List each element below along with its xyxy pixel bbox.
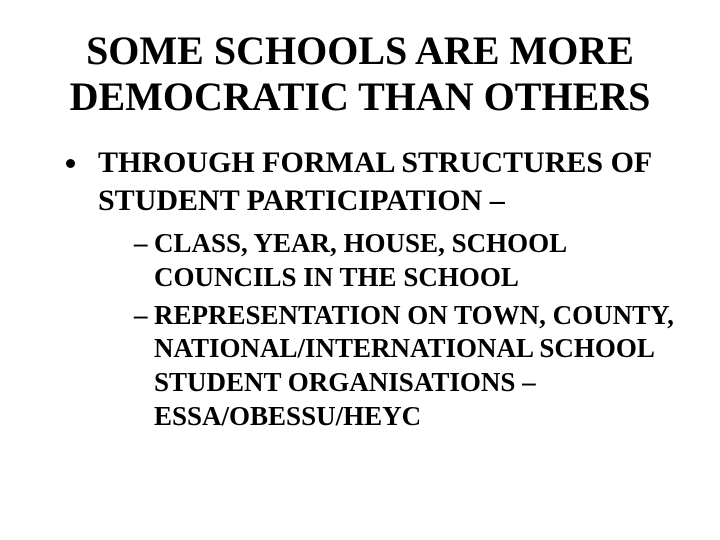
list-item: CLASS, YEAR, HOUSE, SCHOOL COUNCILS IN T… [134,227,680,295]
sub-bullet-text: CLASS, YEAR, HOUSE, SCHOOL COUNCILS IN T… [154,228,566,292]
bullet-text: THROUGH FORMAL STRUCTURES OF STUDENT PAR… [98,146,651,217]
list-item: THROUGH FORMAL STRUCTURES OF STUDENT PAR… [90,144,680,434]
bullet-list-level2: CLASS, YEAR, HOUSE, SCHOOL COUNCILS IN T… [98,227,680,434]
slide-title: SOME SCHOOLS ARE MORE DEMOCRATIC THAN OT… [40,28,680,120]
slide: SOME SCHOOLS ARE MORE DEMOCRATIC THAN OT… [0,0,720,540]
bullet-list-level1: THROUGH FORMAL STRUCTURES OF STUDENT PAR… [40,144,680,434]
list-item: REPRESENTATION ON TOWN, COUNTY, NATIONAL… [134,299,680,434]
sub-bullet-text: REPRESENTATION ON TOWN, COUNTY, NATIONAL… [154,300,674,431]
